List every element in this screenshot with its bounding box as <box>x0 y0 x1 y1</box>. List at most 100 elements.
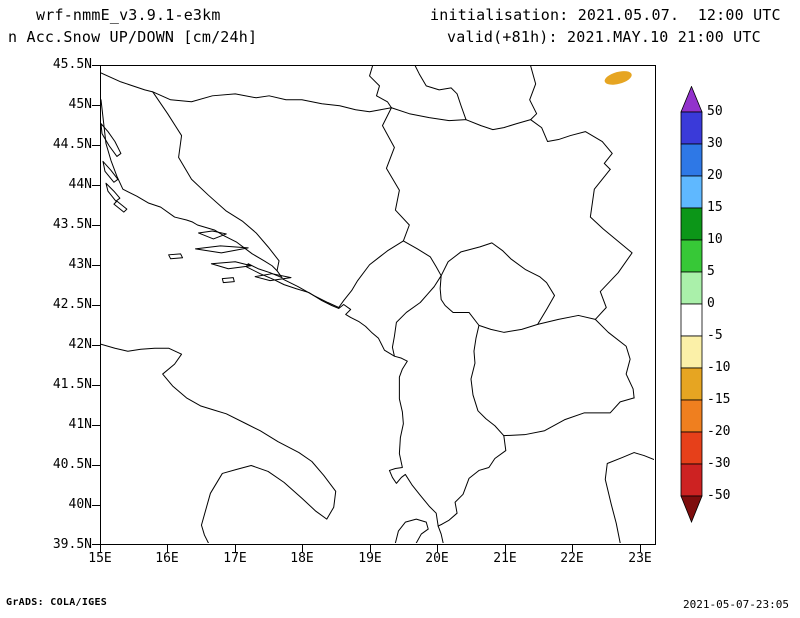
river-sava-serbia <box>391 108 466 121</box>
border-macedonia-albania <box>471 325 504 435</box>
colorbar-arrow-down <box>680 495 703 523</box>
product-title: n Acc.Snow UP/DOWN [cm/24h] <box>8 28 258 46</box>
coastline-italy <box>101 344 336 543</box>
y-axis-label: 41.5N <box>52 377 92 392</box>
y-axis-label: 45.5N <box>52 57 92 72</box>
border-bulgaria-west <box>590 169 632 319</box>
x-tick <box>505 545 506 552</box>
x-axis-label: 15E <box>88 551 112 566</box>
colorbar-segment <box>680 143 703 177</box>
border-bosnia-montenegro <box>339 241 404 308</box>
y-axis-label: 43N <box>68 257 92 272</box>
y-tick <box>92 145 100 146</box>
y-tick <box>92 385 100 386</box>
colorbar-label: 0 <box>707 296 715 311</box>
colorbar-segment <box>680 207 703 241</box>
x-axis-label: 17E <box>223 551 247 566</box>
y-axis-label: 45N <box>68 97 92 112</box>
model-title: wrf-nmmE_v3.9.1-e3km <box>36 6 221 24</box>
y-tick <box>92 65 100 66</box>
border-serbia-macedonia <box>538 315 596 324</box>
x-tick <box>302 545 303 552</box>
x-axis-label: 22E <box>560 551 584 566</box>
colorbar-segment <box>680 303 703 337</box>
colorbar-segment <box>680 271 703 305</box>
colorbar-label: -5 <box>707 328 723 343</box>
coastline-adriatic-east <box>101 100 443 543</box>
x-tick <box>572 545 573 552</box>
y-axis-label: 42N <box>68 337 92 352</box>
y-tick <box>92 345 100 346</box>
colorbar-label: -50 <box>707 488 731 503</box>
colorbar-label: -20 <box>707 424 731 439</box>
border-drina-bosnia-serbia <box>382 108 409 241</box>
colorbar-label: 5 <box>707 264 715 279</box>
y-axis-label: 40N <box>68 497 92 512</box>
y-tick <box>92 505 100 506</box>
y-axis-label: 40.5N <box>52 457 92 472</box>
y-axis-label: 43.5N <box>52 217 92 232</box>
y-tick <box>92 465 100 466</box>
border-macedonia-bulgaria <box>595 319 634 398</box>
y-axis-label: 41N <box>68 417 92 432</box>
colorbar-segment <box>680 367 703 401</box>
y-axis-label: 44.5N <box>52 137 92 152</box>
colorbar-segment <box>680 335 703 369</box>
x-axis-label: 19E <box>358 551 382 566</box>
colorbar-label: 50 <box>707 104 723 119</box>
x-tick <box>370 545 371 552</box>
map-geography <box>101 66 654 543</box>
border-romania-serbia-north <box>530 66 537 120</box>
colorbar-label: -10 <box>707 360 731 375</box>
island-corfu <box>395 519 428 543</box>
colorbar-segment <box>680 431 703 465</box>
colorbar-arrow-up <box>680 86 703 113</box>
border-montenegro-albania <box>392 276 441 356</box>
x-axis-label: 18E <box>290 551 314 566</box>
colorbar-label: 10 <box>707 232 723 247</box>
y-tick <box>92 305 100 306</box>
coastline-greece-thermaic <box>605 453 654 543</box>
colorbar-segment <box>680 111 703 145</box>
border-serbia-romania-danube <box>466 120 612 170</box>
init-time-label: initialisation: 2021.05.07. 12:00 UTC <box>430 6 781 24</box>
valid-time-label: valid(+81h): 2021.MAY.10 21:00 UTC <box>447 28 761 46</box>
grads-credit: GrADS: COLA/IGES <box>6 597 108 608</box>
y-axis-label: 39.5N <box>52 537 92 552</box>
colorbar-label: -15 <box>707 392 731 407</box>
x-axis-label: 23E <box>628 551 652 566</box>
y-tick <box>92 544 100 545</box>
x-axis-label: 21E <box>493 551 517 566</box>
x-tick <box>640 545 641 552</box>
border-croatia-bosnia-west <box>153 92 279 271</box>
x-tick <box>235 545 236 552</box>
x-axis-label: 20E <box>425 551 449 566</box>
x-tick <box>437 545 438 552</box>
x-axis-label: 16E <box>155 551 179 566</box>
map-plot-area <box>100 65 656 545</box>
y-tick <box>92 105 100 106</box>
y-tick <box>92 185 100 186</box>
croatian-islands <box>101 124 291 283</box>
x-tick <box>100 545 101 552</box>
colorbar <box>680 86 703 523</box>
colorbar-label: 15 <box>707 200 723 215</box>
colorbar-label: 30 <box>707 136 723 151</box>
creation-timestamp: 2021-05-07-23:05 <box>683 598 789 611</box>
y-tick <box>92 225 100 226</box>
y-tick <box>92 265 100 266</box>
colorbar-label: -30 <box>707 456 731 471</box>
colorbar-segment <box>680 399 703 433</box>
border-slovenia-croatia <box>101 73 153 92</box>
snow-decrease-shaded-area <box>604 71 632 85</box>
y-axis-label: 44N <box>68 177 92 192</box>
border-bosnia-north-sava <box>153 92 392 112</box>
border-macedonia-greece <box>504 398 634 436</box>
border-albania-greece <box>438 436 506 526</box>
colorbar-segment <box>680 463 703 497</box>
river-danube-vojvodina <box>415 66 466 120</box>
colorbar-segment <box>680 239 703 273</box>
border-serbia-montenegro <box>403 241 441 276</box>
border-croatia-serbia-danube <box>370 66 392 108</box>
